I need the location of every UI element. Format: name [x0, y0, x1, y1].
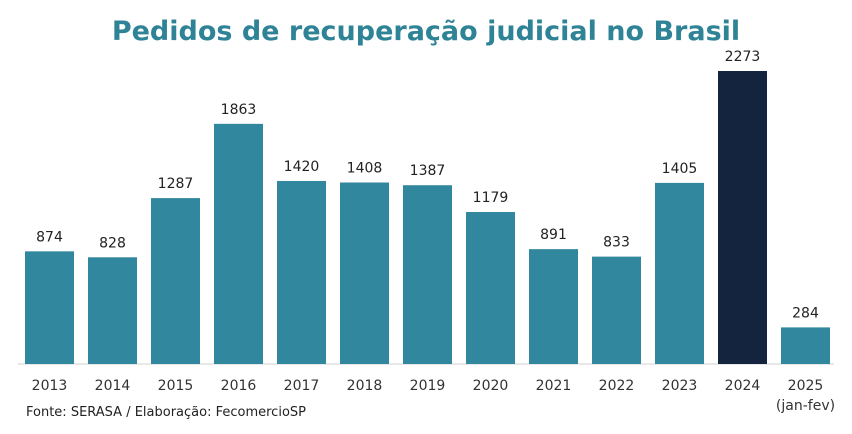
data-label-2024: 2273 — [725, 49, 761, 65]
data-label-2021: 891 — [540, 227, 567, 243]
x-tick-2018: 2018 — [347, 378, 383, 394]
bar-2025 — [781, 327, 830, 364]
data-label-2020: 1179 — [473, 190, 509, 206]
bar-2020 — [466, 212, 515, 364]
x-tick-2014: 2014 — [95, 378, 131, 394]
x-tick-2020: 2020 — [473, 378, 509, 394]
bar-2019 — [403, 185, 452, 364]
data-label-2022: 833 — [603, 235, 630, 251]
data-label-2016: 1863 — [221, 102, 257, 118]
x-tick-2025: 2025 — [788, 378, 824, 394]
data-label-2013: 874 — [36, 229, 63, 245]
data-label-2019: 1387 — [410, 163, 446, 179]
bar-2016 — [214, 123, 263, 364]
chart-title: Pedidos de recuperação judicial no Brasi… — [111, 16, 741, 47]
data-label-2025: 284 — [792, 305, 819, 321]
bar-2015 — [151, 198, 200, 364]
x-tick-2016: 2016 — [221, 378, 257, 394]
bar-2023 — [655, 182, 704, 364]
x-tick-2019: 2019 — [410, 378, 446, 394]
bar-2013 — [25, 251, 74, 364]
bar-2018 — [340, 182, 389, 364]
x-tick-2021: 2021 — [536, 378, 572, 394]
data-label-2017: 1420 — [284, 159, 320, 175]
bar-2014 — [88, 257, 137, 364]
bar-2017 — [277, 180, 326, 364]
data-label-2015: 1287 — [158, 176, 194, 192]
x-tick-sublabel-2025: (jan-fev) — [776, 398, 835, 414]
source-note: Fonte: SERASA / Elaboração: FecomercioSP — [26, 405, 306, 420]
x-tick-2017: 2017 — [284, 378, 320, 394]
data-label-2014: 828 — [99, 235, 126, 251]
x-tick-2022: 2022 — [599, 378, 635, 394]
bar-2021 — [529, 249, 578, 364]
data-label-2023: 1405 — [662, 161, 698, 177]
x-tick-2015: 2015 — [158, 378, 194, 394]
x-tick-2013: 2013 — [32, 378, 68, 394]
data-label-2018: 1408 — [347, 161, 383, 177]
bar-2024 — [718, 71, 767, 364]
x-tick-2024: 2024 — [725, 378, 761, 394]
bar-2022 — [592, 256, 641, 364]
x-tick-2023: 2023 — [662, 378, 698, 394]
